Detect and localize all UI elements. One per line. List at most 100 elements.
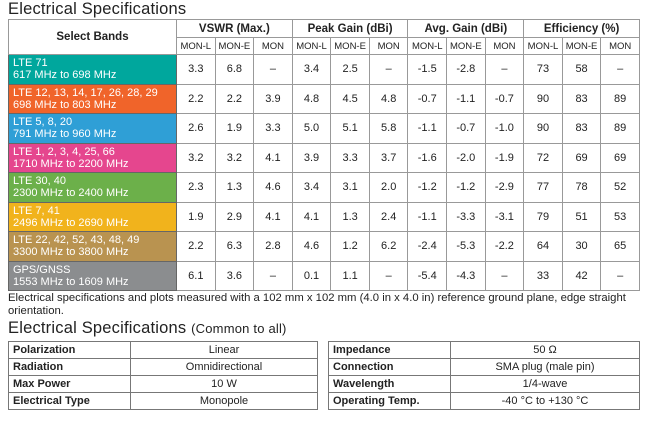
value-cell: – [484, 260, 525, 291]
band-row: LTE 1, 2, 3, 4, 25, 66 1710 MHz to 2200 M… [8, 142, 640, 173]
band-cell: LTE 5, 8, 20 791 MHz to 960 MHz [8, 113, 177, 144]
band-range: 1710 MHz to 2200 MHz [13, 157, 129, 170]
value-cell: 30 [561, 231, 602, 262]
band-row: GPS/GNSS 1553 MHz to 1609 MHz 6.1 3.6–0.1 1.… [8, 260, 640, 291]
value-cell: 3.2 [214, 142, 255, 173]
value-cell: -2.8 [446, 54, 486, 85]
value-cell: 5.1 [330, 113, 370, 144]
band-header: Select Bands [8, 19, 177, 55]
spec-row: Connection SMA plug (male pin) [328, 358, 640, 376]
spec-value: Linear [130, 341, 318, 359]
spec-label: Polarization [8, 341, 131, 359]
spec-row: Impedance 50 Ω [328, 341, 640, 359]
band-range: 1553 MHz to 1609 MHz [13, 275, 129, 288]
common-subtitle: (Common to all) [191, 321, 287, 336]
value-cell: -0.7 [446, 113, 486, 144]
value-cell: 3.9 [291, 142, 332, 173]
spec-value: -40 °C to +130 °C [450, 392, 640, 410]
band-name: LTE 12, 13, 14, 17, 26, 28, 29 [13, 86, 158, 99]
value-cell: – [484, 54, 525, 85]
value-cell: 4.6 [253, 172, 293, 203]
band-cell: LTE 12, 13, 14, 17, 26, 28, 29 698 MHz to… [8, 83, 177, 114]
value-cell: 1.1 [330, 260, 370, 291]
value-cell: 83 [561, 83, 602, 114]
spec-label: Operating Temp. [328, 392, 451, 410]
value-cell: 90 [523, 113, 563, 144]
value-cell: 6.8 [214, 54, 255, 85]
band-name: GPS/GNSS [13, 263, 71, 276]
value-cell: 69 [561, 142, 602, 173]
value-cell: 4.6 [291, 231, 332, 262]
value-cell: 77 [523, 172, 563, 203]
value-cell: – [253, 260, 293, 291]
value-cell: 90 [523, 83, 563, 114]
value-cell: 3.4 [291, 172, 332, 203]
value-cell: 0.1 [291, 260, 332, 291]
spec-value: 1/4-wave [450, 375, 640, 393]
value-cell: – [368, 260, 409, 291]
value-cell: 1.3 [330, 201, 370, 232]
value-cell: 2.2 [176, 231, 216, 262]
value-cell: 2.2 [214, 83, 255, 114]
spec-label: Radiation [8, 358, 131, 376]
value-cell: 4.1 [253, 201, 293, 232]
value-cell: 89 [600, 83, 640, 114]
value-cell: -0.7 [484, 83, 525, 114]
column-header: MON-L [291, 37, 332, 55]
value-cell: 1.9 [214, 113, 255, 144]
spec-value: SMA plug (male pin) [450, 358, 640, 376]
value-cell: -1.1 [407, 201, 448, 232]
value-cell: 4.1 [291, 201, 332, 232]
band-cell: LTE 1, 2, 3, 4, 25, 66 1710 MHz to 2200 M… [8, 142, 177, 173]
band-range: 698 MHz to 803 MHz [13, 98, 117, 111]
band-name: LTE 7, 41 [13, 204, 60, 217]
value-cell: 73 [523, 54, 563, 85]
value-cell: 89 [600, 113, 640, 144]
value-cell: 2.8 [253, 231, 293, 262]
band-range: 3300 MHz to 3800 MHz [13, 246, 129, 259]
value-cell: 58 [561, 54, 602, 85]
value-cell: -4.3 [446, 260, 486, 291]
value-cell: -1.1 [407, 113, 448, 144]
value-cell: 2.4 [368, 201, 409, 232]
value-cell: 83 [561, 113, 602, 144]
value-cell: 4.5 [330, 83, 370, 114]
band-name: LTE 71 [13, 57, 48, 70]
value-cell: -3.3 [446, 201, 486, 232]
spec-label: Electrical Type [8, 392, 131, 410]
value-cell: -1.2 [407, 172, 448, 203]
spec-value: 50 Ω [450, 341, 640, 359]
value-cell: 3.2 [176, 142, 216, 173]
value-cell: – [600, 260, 640, 291]
value-cell: -1.6 [407, 142, 448, 173]
value-cell: 3.9 [253, 83, 293, 114]
spec-value: Omnidirectional [130, 358, 318, 376]
column-header: MON-L [407, 37, 448, 55]
group-header: VSWR (Max.) [176, 19, 293, 38]
band-name: LTE 5, 8, 20 [13, 116, 73, 129]
spec-row: Electrical Type Monopole [8, 392, 318, 410]
value-cell: 6.3 [214, 231, 255, 262]
band-row: LTE 7, 41 2496 MHz to 2690 MHz 1.9 2.9 4.1 4.… [8, 201, 640, 232]
group-header: Peak Gain (dBi) [291, 19, 409, 38]
value-cell: 42 [561, 260, 602, 291]
value-cell: 78 [561, 172, 602, 203]
band-range: 791 MHz to 960 MHz [13, 128, 117, 141]
spec-table: Select Bands VSWR (Max.) Peak Gain (dBi) Av… [8, 19, 640, 291]
group-header: Avg. Gain (dBi) [407, 19, 525, 38]
spec-value: Monopole [130, 392, 318, 410]
value-cell: 2.5 [330, 54, 370, 85]
band-range: 617 MHz to 698 MHz [13, 69, 117, 82]
value-cell: 5.0 [291, 113, 332, 144]
column-header: MON-L [176, 37, 216, 55]
band-cell: GPS/GNSS 1553 MHz to 1609 MHz [8, 260, 177, 291]
spec-row: Radiation Omnidirectional [8, 358, 318, 376]
column-header: MON [368, 37, 409, 55]
spec-row: Operating Temp. -40 °C to +130 °C [328, 392, 640, 410]
value-cell: 5.8 [368, 113, 409, 144]
value-cell: -1.0 [484, 113, 525, 144]
spec-label: Impedance [328, 341, 451, 359]
value-cell: -3.1 [484, 201, 525, 232]
value-cell: – [368, 54, 409, 85]
value-cell: -0.7 [407, 83, 448, 114]
